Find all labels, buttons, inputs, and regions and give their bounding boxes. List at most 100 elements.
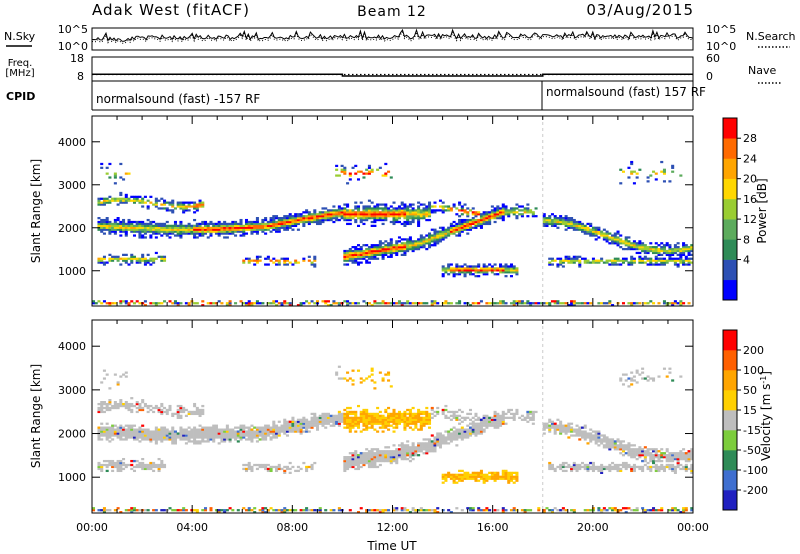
heatmap-cell: [397, 450, 401, 453]
heatmap-cell: [343, 377, 347, 380]
heatmap-cell: [370, 456, 374, 459]
heatmap-cell: [343, 170, 347, 173]
heatmap-cell: [261, 436, 265, 439]
ytick-label: 3000: [58, 179, 86, 192]
heatmap-cell: [288, 422, 292, 425]
heatmap-cell: [408, 511, 412, 513]
heatmap-cell: [556, 263, 560, 266]
heatmap-cell: [438, 240, 442, 243]
heatmap-cell: [288, 461, 292, 465]
heatmap-cell: [100, 402, 104, 406]
heatmap-cell: [283, 302, 287, 305]
heatmap-cell: [515, 300, 519, 303]
heatmap-cell: [370, 465, 374, 469]
heatmap-cell: [163, 222, 167, 226]
heatmap-cell: [299, 430, 303, 433]
heatmap-cell: [417, 205, 421, 208]
heatmap-cell: [244, 463, 249, 467]
heatmap-cell: [179, 430, 183, 433]
heatmap-cell: [591, 230, 595, 233]
heatmap-cell: [627, 444, 631, 447]
heatmap-cell: [285, 434, 289, 437]
heatmap-cell: [195, 205, 199, 208]
heatmap-cell: [406, 205, 410, 208]
heatmap-cell: [343, 457, 347, 461]
heatmap-cell: [362, 218, 366, 222]
heatmap-cell: [496, 475, 500, 478]
heatmap-cell: [425, 242, 429, 245]
heatmap-cell: [285, 215, 289, 218]
heatmap-cell: [272, 217, 276, 220]
heatmap-cell: [381, 217, 385, 220]
heatmap-cell: [179, 302, 183, 305]
heatmap-cell: [351, 251, 355, 255]
heatmap-cell: [452, 426, 456, 429]
heatmap-cell: [130, 261, 134, 264]
heatmap-cell: [296, 213, 300, 216]
heatmap-cell: [373, 213, 377, 216]
heatmap-cell: [687, 253, 691, 256]
heatmap-cell: [359, 215, 363, 218]
heatmap-cell: [643, 246, 647, 249]
heatmap-cell: [384, 454, 388, 457]
heatmap-cell: [378, 422, 382, 425]
heatmap-cell: [548, 261, 552, 264]
heatmap-cell: [157, 406, 161, 410]
heatmap-cell: [515, 215, 519, 218]
heatmap-cell: [406, 509, 410, 512]
heatmap-cell: [124, 222, 128, 226]
heatmap-cell: [572, 465, 576, 469]
heatmap-cell: [370, 224, 374, 227]
heatmap-cell: [488, 222, 492, 226]
heatmap-cell: [649, 263, 653, 266]
heatmap-cell: [223, 236, 227, 239]
heatmap-cell: [378, 452, 382, 455]
heatmap-cell: [384, 249, 388, 253]
heatmap-cell: [193, 440, 197, 443]
heatmap-cell: [173, 432, 177, 435]
heatmap-cell: [217, 230, 221, 233]
heatmap-cell: [501, 205, 505, 208]
heatmap-cell: [198, 222, 202, 226]
heatmap-cell: [201, 222, 205, 226]
heatmap-cell: [359, 430, 363, 433]
heatmap-cell: [288, 220, 292, 224]
heatmap-cell: [488, 418, 492, 421]
heatmap-cell: [138, 430, 142, 433]
heatmap-cell: [179, 428, 183, 431]
heatmap-cell: [365, 426, 369, 429]
heatmap-cell: [187, 426, 191, 429]
heatmap-cell: [570, 218, 574, 222]
heatmap-cell: [449, 428, 453, 431]
heatmap-cell: [687, 246, 691, 249]
heatmap-cell: [367, 205, 371, 208]
heatmap-cell: [305, 426, 309, 429]
heatmap-cell: [378, 463, 382, 467]
heatmap-cell: [220, 228, 224, 231]
heatmap-cell: [428, 509, 432, 512]
heatmap-cell: [100, 261, 104, 264]
heatmap-cell: [354, 454, 358, 457]
heatmap-cell: [679, 302, 683, 305]
heatmap-cell: [100, 226, 104, 229]
heatmap-cell: [531, 418, 535, 421]
heatmap-cell: [143, 224, 147, 227]
heatmap-cell: [113, 463, 117, 467]
heatmap-cell: [365, 217, 369, 220]
heatmap-cell: [501, 211, 505, 214]
heatmap-cell: [236, 436, 240, 439]
heatmap-cell: [438, 205, 442, 208]
heatmap-cell: [261, 226, 265, 229]
heatmap-cell: [146, 199, 150, 202]
heatmap-cell: [283, 300, 287, 303]
heatmap-cell: [354, 452, 358, 455]
heatmap-cell: [619, 238, 623, 241]
heatmap-cell: [116, 218, 120, 222]
heatmap-cell: [509, 211, 513, 214]
heatmap-cell: [384, 450, 388, 453]
heatmap-cell: [548, 420, 552, 423]
heatmap-cell: [356, 511, 361, 513]
heatmap-cell: [447, 473, 451, 476]
heatmap-cell: [111, 426, 115, 429]
heatmap-cell: [632, 463, 636, 467]
